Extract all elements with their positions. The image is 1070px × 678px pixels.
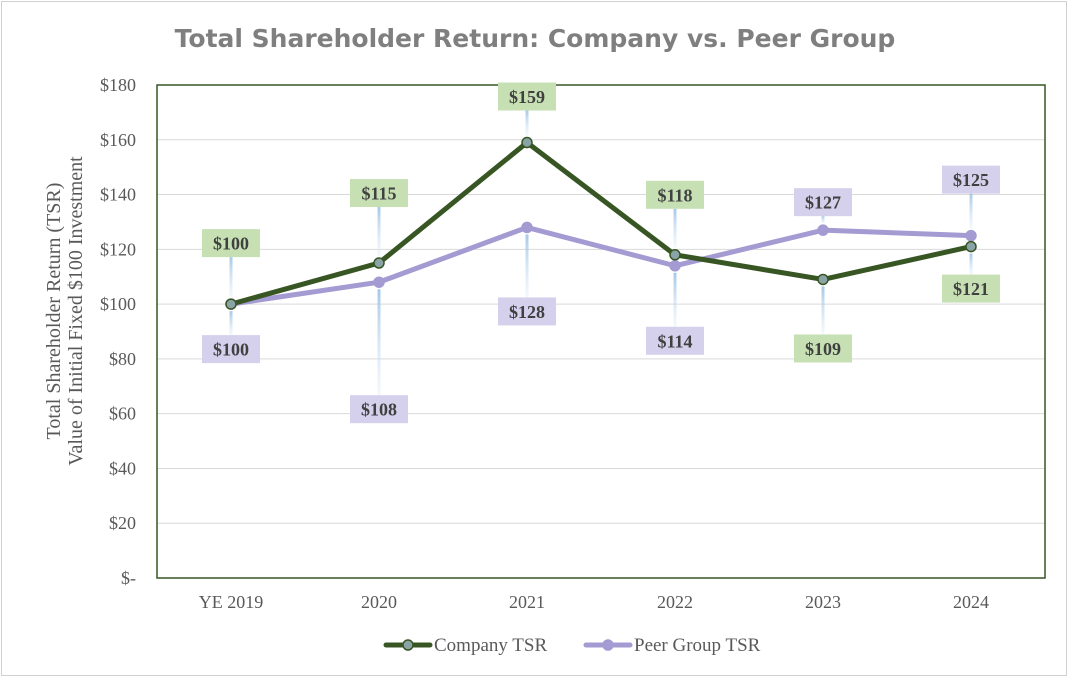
company-tsr-label-box <box>350 179 408 208</box>
company-tsr-point <box>521 136 533 149</box>
data-label-leader-line <box>229 257 233 298</box>
company-tsr-data-label: $109 <box>805 339 841 359</box>
data-label-leader-line <box>821 286 825 335</box>
peer-group-tsr-data-label: $108 <box>361 400 397 420</box>
company-tsr-point <box>965 240 977 253</box>
peer-group-tsr-point <box>373 276 385 288</box>
data-label-leader-line <box>377 289 381 396</box>
y-tick-label: $- <box>121 568 136 588</box>
peer-group-tsr-data-label: $127 <box>805 193 841 213</box>
y-tick-label: $120 <box>100 239 136 259</box>
plot-area-border <box>156 84 1046 579</box>
company-tsr-label-box <box>942 274 1000 303</box>
company-tsr-data-label: $121 <box>953 279 989 299</box>
legend-company-tsr: Company TSR <box>383 635 547 656</box>
data-label-leader-line <box>525 234 529 298</box>
company-tsr-point <box>225 298 237 310</box>
company-tsr-point <box>373 257 385 269</box>
peer-group-tsr-label-box <box>202 335 260 364</box>
chart-title: Total Shareholder Return: Company vs. Pe… <box>174 24 896 53</box>
peer-group-tsr-label-box <box>498 297 556 326</box>
peer-group-tsr-data-label: $114 <box>657 331 692 351</box>
peer-group-tsr-label-box <box>646 326 704 355</box>
peer-group-tsr-point <box>669 260 681 272</box>
peer-group-tsr-label-box <box>942 165 1000 194</box>
company-tsr-label-box <box>498 82 556 111</box>
y-tick-label: $180 <box>100 75 136 95</box>
y-tick-label: $100 <box>100 294 136 314</box>
x-tick-label: 2022 <box>657 592 693 612</box>
y-tick-label: $60 <box>109 404 136 424</box>
company-tsr-line <box>228 140 974 307</box>
legend-peer-group-tsr-marker <box>602 639 614 651</box>
peer-group-tsr-point <box>965 229 977 242</box>
peer-group-tsr-point <box>521 221 533 234</box>
data-label-leader-line <box>673 272 677 327</box>
x-tick-label: YE 2019 <box>199 592 264 612</box>
company-tsr-data-label: $159 <box>509 87 545 107</box>
legend-company-tsr-marker <box>402 639 414 651</box>
data-label-leader-line <box>969 253 973 275</box>
company-tsr-data-label: $118 <box>657 185 692 205</box>
company-tsr-point <box>669 249 681 261</box>
company-tsr-data-label: $100 <box>213 234 249 254</box>
company-tsr-point <box>817 273 829 286</box>
company-tsr-data-label: $115 <box>361 184 396 204</box>
legend-peer-group-tsr: Peer Group TSR <box>583 635 761 656</box>
data-label-leader-line <box>377 207 381 257</box>
x-tick-label: 2024 <box>953 592 989 612</box>
company-tsr-label-box <box>202 229 260 258</box>
data-label-leader-line <box>969 193 973 229</box>
peer-group-tsr-line <box>228 224 974 307</box>
company-tsr-label-box <box>646 180 704 209</box>
peer-group-tsr-data-label: $100 <box>213 340 249 360</box>
data-label-leader-line <box>673 208 677 248</box>
legend-peer-group-tsr-label: Peer Group TSR <box>634 635 761 656</box>
peer-group-tsr-data-label: $128 <box>509 302 545 322</box>
y-tick-label: $80 <box>109 349 136 369</box>
peer-group-tsr-label-box <box>794 188 852 217</box>
legend-company-tsr-label: Company TSR <box>434 635 547 656</box>
y-tick-label: $40 <box>109 458 136 478</box>
data-label-leader-line <box>525 110 529 136</box>
peer-group-tsr-data-label: $125 <box>953 170 989 190</box>
x-tick-label: 2021 <box>509 592 545 612</box>
y-tick-label: $140 <box>100 185 136 205</box>
peer-group-tsr-label-box <box>350 395 408 424</box>
data-label-leader-line <box>821 216 825 224</box>
y-tick-label: $20 <box>109 513 136 533</box>
company-tsr-label-box <box>794 334 852 363</box>
data-label-leader-line <box>229 311 233 336</box>
x-tick-label: 2020 <box>361 592 397 612</box>
y-tick-label: $160 <box>100 130 136 150</box>
x-tick-label: 2023 <box>805 592 841 612</box>
peer-group-tsr-point <box>817 224 829 236</box>
